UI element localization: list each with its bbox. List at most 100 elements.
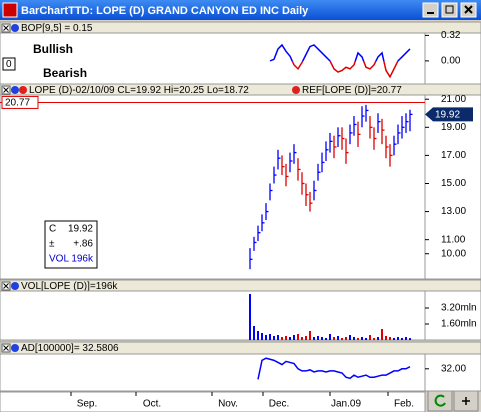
volume-bar	[257, 331, 259, 340]
y-tick-label: 0.32	[441, 30, 461, 41]
close-x	[3, 283, 9, 289]
legend-value: +.86	[73, 239, 93, 250]
y-tick-label: 21.00	[441, 94, 466, 105]
volume-bar	[269, 334, 271, 340]
y-tick-label: 11.00	[441, 234, 466, 245]
last-price-tag	[425, 107, 473, 122]
maximize-button[interactable]	[441, 2, 458, 18]
title-bar	[0, 0, 481, 20]
ref-tag	[1, 95, 39, 109]
volume-bar	[393, 338, 395, 340]
volume-bar	[377, 337, 379, 340]
y-tick-label: 13.00	[441, 206, 466, 217]
axis-area	[424, 94, 481, 280]
volume-bar	[361, 337, 363, 340]
volume-bar	[333, 337, 335, 340]
panel-title: AD[100000]= 32.5806	[21, 343, 119, 354]
axis-area	[424, 32, 481, 85]
volume-bar	[373, 338, 375, 340]
minimize-button[interactable]	[422, 2, 439, 18]
volume-bar	[273, 336, 275, 340]
volume-bar	[357, 338, 359, 340]
volume-bar	[289, 337, 291, 340]
y-tick-label: 32.00	[441, 363, 466, 374]
volume-bar	[305, 336, 307, 340]
series-icon	[11, 344, 19, 352]
annotation: Bullish	[33, 42, 73, 56]
legend-label: VOL	[49, 254, 69, 265]
close-x	[3, 25, 9, 31]
ref-name: REF[LOPE (D)]=20.77	[302, 85, 402, 96]
y-tick-label: 17.00	[441, 150, 466, 161]
volume-bar	[293, 335, 295, 340]
window-buttons[interactable]	[422, 2, 477, 18]
line	[257, 357, 411, 380]
x-tick-label: Nov.	[218, 399, 238, 410]
volume-bar	[409, 338, 411, 340]
volume-bar	[285, 336, 287, 340]
y-tick-label: 0.00	[441, 56, 461, 67]
refresh-button[interactable]	[427, 390, 453, 412]
y-tick-label: 19.00	[441, 122, 466, 133]
series-icon	[11, 282, 19, 290]
volume-bar	[297, 334, 299, 340]
legend-box	[44, 220, 98, 269]
volume-bar	[317, 336, 319, 340]
volume-bar	[349, 335, 351, 340]
close-x	[3, 345, 9, 351]
volume-bar	[365, 338, 367, 340]
zero-label: 0	[6, 59, 12, 70]
y-tick-label: 1.60mln	[441, 319, 477, 330]
volume-bar	[249, 294, 251, 340]
volume-bar	[401, 338, 403, 340]
plot-area	[0, 353, 426, 392]
x-tick-label: Sep.	[77, 399, 98, 410]
volume-bar	[345, 337, 347, 340]
line-negative	[270, 61, 399, 79]
x-tick-label: Feb.	[394, 399, 414, 410]
x-tick-label: Jan.09	[331, 399, 361, 410]
x-tick-label: Dec.	[269, 399, 290, 410]
volume-bar	[261, 333, 263, 340]
volume-bar	[381, 329, 383, 340]
app-icon	[2, 2, 18, 18]
volume-bar	[385, 336, 387, 340]
last-price: 19.92	[435, 110, 460, 121]
plot-area	[0, 290, 426, 341]
series-icon	[11, 86, 19, 94]
axis-area	[424, 290, 481, 341]
volume-bar	[281, 337, 283, 340]
volume-bar	[321, 337, 323, 340]
series-icon	[292, 86, 300, 94]
volume-bar	[337, 336, 339, 340]
y-tick-label: 10.00	[441, 248, 466, 259]
panel-title: BOP[9,5] = 0.15	[21, 23, 93, 34]
legend-label: ±	[49, 239, 55, 250]
volume-bar	[301, 337, 303, 340]
legend-label: C	[49, 224, 56, 235]
volume-bar	[353, 337, 355, 340]
volume-bar	[405, 337, 407, 340]
legend-value: 196k	[71, 254, 94, 265]
y-tick-label: 15.00	[441, 178, 466, 189]
x-tick-label: Oct.	[143, 399, 161, 410]
zero-box	[2, 57, 16, 71]
volume-bar	[369, 335, 371, 340]
volume-bar	[329, 334, 331, 340]
annotation: Bearish	[43, 66, 87, 80]
panel-title: VOL[LOPE (D)]=196k	[21, 281, 118, 292]
axis-area	[424, 353, 481, 392]
legend-value: 19.92	[68, 224, 93, 235]
volume-bar	[389, 337, 391, 340]
ref-value: 20.77	[5, 98, 30, 109]
volume-bar	[325, 338, 327, 340]
series-icon	[19, 86, 27, 94]
volume-bar	[397, 337, 399, 340]
panel-title: LOPE (D)-02/10/09 CL=19.92 Hi=20.25 Lo=1…	[29, 85, 249, 96]
volume-bar	[253, 326, 255, 340]
volume-bar	[277, 335, 279, 340]
window-title: BarChartTTD: LOPE (D) GRAND CANYON ED IN…	[21, 5, 309, 17]
y-tick-label: 3.20mln	[441, 303, 477, 314]
